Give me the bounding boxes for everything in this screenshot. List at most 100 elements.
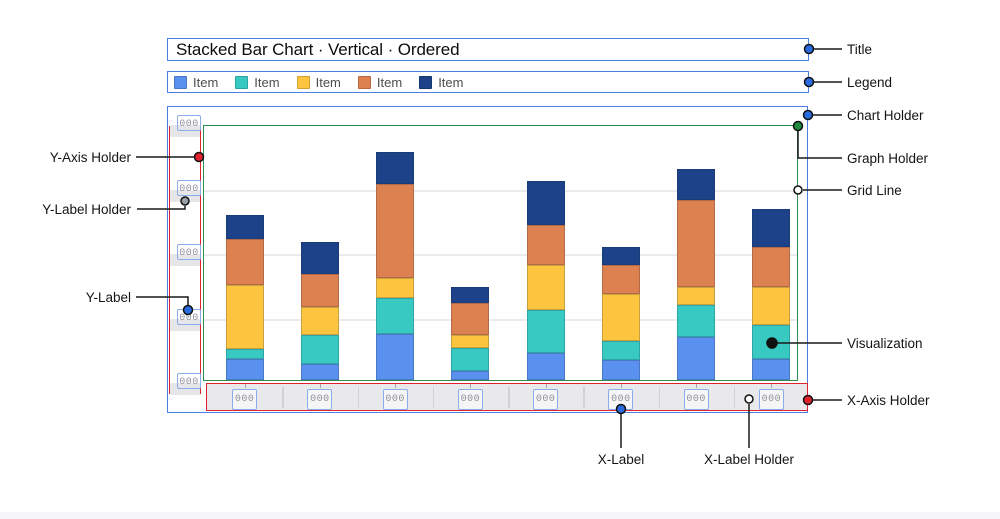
bar-segment [752, 287, 791, 325]
x-axis-cell-divider [357, 387, 359, 408]
y-label-value: 000 [179, 118, 199, 130]
graph-holder-box [203, 125, 798, 381]
bar-segment [752, 209, 791, 247]
bar-segment [376, 278, 415, 298]
bar-segment [752, 359, 791, 380]
bar-segment [376, 184, 415, 278]
x-label: 000 [232, 389, 258, 410]
bar-segment [526, 310, 565, 353]
bar-segment [526, 353, 565, 380]
bar-segment [451, 335, 490, 348]
bar-segment [601, 341, 640, 360]
x-axis-cell-divider [733, 387, 736, 408]
y-label-box [177, 115, 201, 131]
bar-segment [451, 371, 490, 380]
x-axis-cell-divider [432, 387, 435, 408]
title-holder-box: Stacked Bar Chart · Vertical · Ordered [167, 38, 809, 61]
y-label-value: 000 [179, 376, 199, 388]
bar-segment [526, 265, 565, 310]
annotation-visualization: Visualization [847, 336, 923, 351]
annotation-x-label-holder: X-Label Holder [703, 452, 795, 467]
x-axis-tick [771, 384, 773, 388]
x-axis-cell-divider [658, 387, 660, 408]
bar [752, 209, 791, 380]
bar-segment [601, 294, 640, 341]
legend-swatch-icon [296, 75, 310, 89]
bar-segment [752, 325, 791, 359]
annotation-graph-holder: Graph Holder [847, 151, 929, 166]
legend-swatch-icon [357, 75, 371, 89]
bar-segment [677, 337, 716, 380]
bar-segment [601, 247, 640, 265]
bar-segment [300, 274, 339, 307]
x-label: 000 [533, 389, 559, 410]
legend-item: Item [235, 75, 280, 90]
x-axis-cell-divider [508, 387, 510, 408]
annotation-legend: Legend [847, 75, 893, 90]
x-axis-tick [620, 384, 622, 388]
bar-segment [225, 285, 264, 349]
x-label: 000 [307, 389, 333, 410]
bar-segment [300, 364, 339, 380]
chart-holder-box [167, 106, 808, 413]
bar [225, 215, 264, 380]
chart-title: Stacked Bar Chart · Vertical · Ordered [176, 39, 460, 59]
bar [677, 169, 716, 380]
x-axis-tick [545, 384, 547, 388]
bar-segment [376, 298, 415, 334]
x-label: 000 [457, 389, 483, 410]
legend-holder-box: Item Item Item Item Item [167, 71, 809, 93]
bar-segment [677, 169, 716, 200]
bar-segment [526, 181, 565, 225]
bar-segment [225, 349, 264, 359]
y-label-box [177, 244, 201, 260]
x-label: 000 [758, 389, 784, 410]
legend-items: Item Item Item Item Item [174, 75, 463, 90]
y-label-value: 000 [179, 183, 199, 195]
legend-swatch-icon [174, 75, 187, 89]
bar-segment [225, 215, 264, 239]
x-axis-holder-box: 000 000 000 000 000 000 000 000 [206, 383, 808, 411]
legend-item-label: Item [193, 74, 219, 90]
annotation-chart-holder: Chart Holder [847, 108, 924, 123]
bar-segment [225, 239, 264, 285]
grid-line [204, 254, 797, 256]
x-axis-cell-divider [282, 387, 284, 408]
bar-segment [300, 242, 339, 274]
x-label: 000 [382, 389, 408, 410]
y-label-value: 000 [179, 247, 199, 259]
annotation-x-axis-holder: X-Axis Holder [847, 393, 930, 408]
bar-segment [300, 307, 339, 335]
bar-segment [677, 200, 716, 287]
x-axis-tick [395, 384, 397, 388]
y-label-box [177, 373, 201, 389]
grid-line [204, 190, 797, 192]
legend-item: Item [296, 74, 341, 90]
annotation-y-axis-holder: Y-Axis Holder [49, 150, 131, 165]
bar-segment [451, 303, 490, 335]
page-bottom-strip [0, 512, 1000, 519]
bar-segment [451, 348, 490, 371]
legend-item-label: Item [315, 74, 341, 90]
bar-segment [677, 305, 716, 337]
annotation-x-label: X-Label [597, 452, 645, 467]
x-label: 000 [608, 389, 634, 410]
bar-segment [225, 359, 264, 380]
bar-segment [376, 152, 415, 184]
bar-segment [601, 360, 640, 380]
legend-item-label: Item [376, 74, 403, 90]
legend-item-label: Item [438, 74, 464, 90]
legend-item: Item [357, 74, 403, 90]
bar [601, 247, 640, 380]
bar-segment [752, 247, 791, 287]
y-label-box [177, 180, 201, 196]
annotation-y-label: Y-Label [85, 290, 131, 305]
bar [526, 181, 565, 380]
annotation-title: Title [847, 42, 873, 57]
annotation-grid-line: Grid Line [847, 183, 902, 198]
legend-swatch-icon [235, 75, 249, 89]
legend-item: Item [419, 75, 463, 90]
y-axis-holder-box: 000 000 000 000 000 [169, 115, 201, 395]
bar-segment [376, 334, 415, 380]
